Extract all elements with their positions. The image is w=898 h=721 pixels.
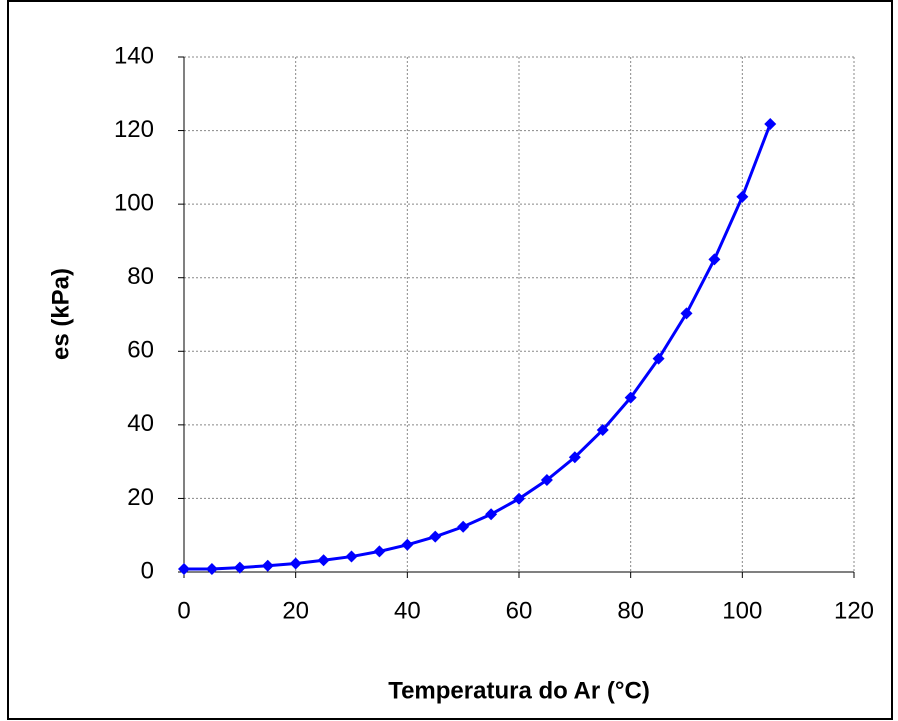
data-marker [540,474,553,487]
data-marker [178,563,190,576]
data-marker [261,559,274,572]
y-tick-label: 60 [127,337,154,364]
data-marker [624,391,637,404]
data-marker [317,554,330,567]
y-tick-label: 40 [127,410,154,437]
y-tick-label: 140 [114,42,154,69]
data-marker [485,508,498,521]
data-marker [233,561,246,574]
data-marker [205,563,218,576]
data-marker [568,451,581,464]
x-tick-label: 60 [506,597,533,624]
y-tick-label: 0 [141,557,154,584]
x-tick-label: 40 [394,597,421,624]
x-tick-label: 100 [722,597,762,624]
data-marker [457,520,470,533]
x-tick-label: 120 [834,597,874,624]
data-marker [401,538,414,551]
x-tick-label: 20 [282,597,309,624]
data-marker [680,307,693,320]
y-tick-label: 100 [114,189,154,216]
data-marker [373,545,386,558]
data-marker [513,492,525,505]
data-line [184,123,772,571]
y-tick-label: 20 [127,484,154,511]
data-marker [289,557,302,570]
x-tick-label: 80 [617,597,644,624]
data-marker [596,424,609,437]
data-marker [736,190,749,203]
y-tick-label: 80 [127,263,154,290]
data-marker [345,550,358,563]
y-tick-label: 120 [114,116,154,143]
data-marker [652,352,665,365]
data-marker [764,117,777,130]
data-marker [708,253,721,266]
data-marker [429,530,442,543]
x-axis-title: Temperatura do Ar (°C) [388,677,650,704]
y-axis-title: es (kPa) [47,268,74,360]
chart-frame [7,0,893,720]
x-tick-label: 0 [177,597,190,624]
